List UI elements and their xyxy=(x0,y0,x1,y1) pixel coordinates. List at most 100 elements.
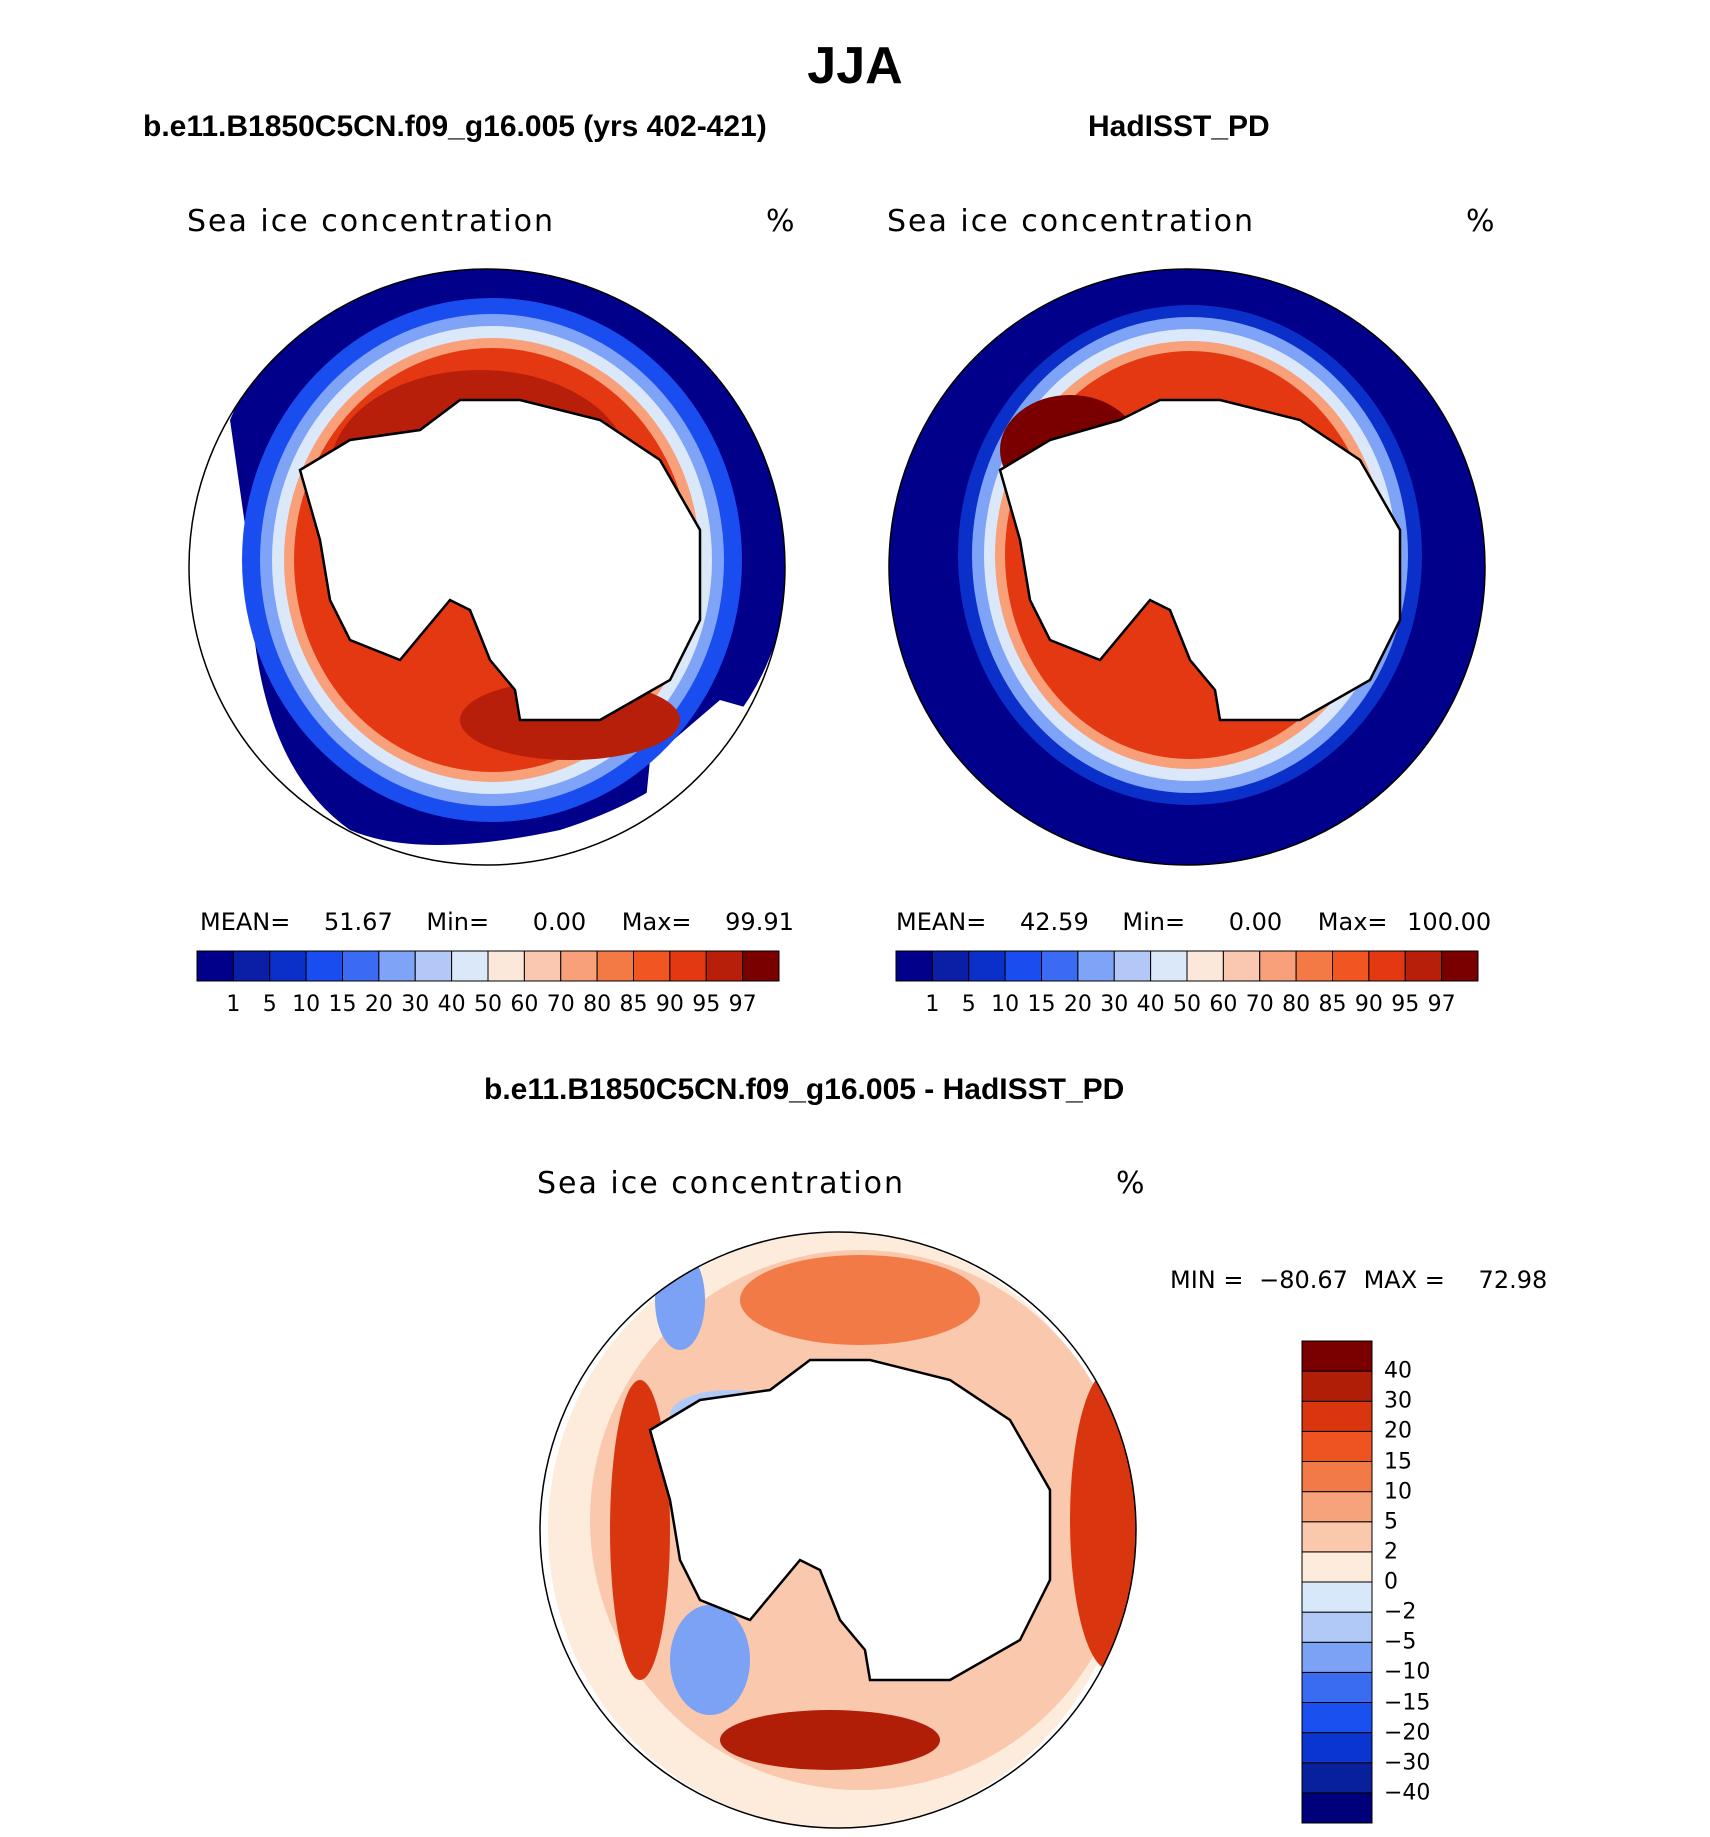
obs-colorbar-tick-label: 90 xyxy=(1354,992,1383,1017)
model-colorbar-tick-label: 95 xyxy=(692,992,721,1017)
model-variable-label: Sea ice concentration xyxy=(187,204,556,239)
obs-min-value: 0.00 xyxy=(1228,908,1283,936)
diff-units-label: % xyxy=(1116,1166,1147,1201)
diff-colorbar-swatch xyxy=(1301,1792,1373,1824)
figure-title: JJA xyxy=(807,37,903,95)
model-max-value: 99.91 xyxy=(725,908,794,936)
diff-colorbar-swatch xyxy=(1301,1611,1373,1643)
diff-colorbar-tick-label: 10 xyxy=(1384,1479,1412,1505)
model-colorbar-tick-label: 5 xyxy=(262,992,277,1017)
obs-colorbar-swatch xyxy=(1404,950,1443,982)
obs-colorbar-swatch xyxy=(1150,950,1188,982)
diff-colorbar-tick-label: −5 xyxy=(1384,1629,1417,1655)
obs-colorbar-swatch xyxy=(1222,950,1261,982)
model-colorbar-swatch xyxy=(487,950,525,982)
diff-colorbar-tick-label: 0 xyxy=(1384,1569,1398,1595)
diff-colorbar-tick-label: 30 xyxy=(1384,1388,1412,1414)
obs-colorbar-tick-label: 20 xyxy=(1063,992,1092,1017)
model-colorbar-ticks: 1 5 10 15 20 30 40 50 60 70 80 85 90 95 97 xyxy=(197,992,779,1022)
obs-colorbar-swatch xyxy=(1441,950,1479,982)
model-mean-label: MEAN= xyxy=(200,908,291,936)
model-colorbar-tick-label: 90 xyxy=(655,992,684,1017)
obs-colorbar-swatch xyxy=(968,950,1006,982)
diff-colorbar-swatch xyxy=(1301,1400,1373,1432)
diff-colorbar-tick-label: 40 xyxy=(1384,1358,1412,1384)
diff-colorbar-swatch xyxy=(1301,1671,1373,1703)
model-colorbar-tick-label: 40 xyxy=(437,992,466,1017)
model-colorbar-swatch xyxy=(705,950,744,982)
model-colorbar-swatch xyxy=(305,950,343,982)
obs-colorbar-swatch xyxy=(931,950,970,982)
obs-map-boundary xyxy=(888,268,1486,866)
model-colorbar-tick-label: 10 xyxy=(292,992,321,1017)
obs-map-field xyxy=(889,269,1485,865)
diff-colorbar-tick-label: 2 xyxy=(1384,1539,1398,1565)
obs-colorbar-tick-label: 80 xyxy=(1282,992,1311,1017)
diff-colorbar-swatch xyxy=(1301,1551,1373,1583)
diff-colorbar xyxy=(1301,1340,1373,1824)
diff-colorbar-tick-label: −20 xyxy=(1384,1720,1431,1746)
obs-min-label: Min= xyxy=(1122,908,1186,936)
model-colorbar-swatch xyxy=(232,950,271,982)
diff-colorbar-tick-label: −10 xyxy=(1384,1659,1431,1685)
diff-colorbar-swatch xyxy=(1301,1521,1373,1553)
obs-colorbar-tick-label: 40 xyxy=(1136,992,1165,1017)
obs-mean-label: MEAN= xyxy=(896,908,987,936)
model-colorbar-swatch xyxy=(414,950,453,982)
model-stats: MEAN= 51.67 Min= 0.00 Max= 99.91 xyxy=(200,908,794,936)
model-colorbar-swatch xyxy=(633,950,671,982)
model-colorbar-tick-label: 70 xyxy=(546,992,575,1017)
model-colorbar-swatch xyxy=(596,950,634,982)
model-colorbar-swatch xyxy=(560,950,598,982)
obs-max-value: 100.00 xyxy=(1407,908,1492,936)
model-colorbar-swatch xyxy=(742,950,780,982)
diff-map-boundary xyxy=(539,1231,1137,1829)
diff-map-field xyxy=(540,1232,1136,1828)
obs-colorbar-tick-label: 97 xyxy=(1427,992,1456,1017)
model-colorbar-swatch xyxy=(669,950,707,982)
obs-colorbar-swatch xyxy=(1186,950,1224,982)
obs-colorbar-tick-label: 70 xyxy=(1245,992,1274,1017)
obs-colorbar-tick-label: 15 xyxy=(1027,992,1056,1017)
diff-stats: MIN = −80.67 MAX = 72.98 xyxy=(1170,1266,1547,1294)
model-colorbar-tick-label: 30 xyxy=(401,992,430,1017)
obs-colorbar-tick-label: 50 xyxy=(1173,992,1201,1017)
obs-mean-value: 42.59 xyxy=(1020,908,1089,936)
obs-colorbar-tick-label: 30 xyxy=(1100,992,1129,1017)
diff-variable-label: Sea ice concentration xyxy=(537,1166,906,1201)
obs-colorbar-swatch xyxy=(1295,950,1333,982)
obs-units-label: % xyxy=(1466,204,1497,239)
obs-colorbar xyxy=(895,950,1479,982)
diff-max-value: 72.98 xyxy=(1478,1266,1548,1294)
diff-colorbar-swatch xyxy=(1301,1370,1373,1402)
diff-colorbar-tick-label: −2 xyxy=(1384,1599,1417,1625)
obs-colorbar-swatch xyxy=(1041,950,1079,982)
obs-colorbar-swatch xyxy=(1332,950,1370,982)
obs-variable-label: Sea ice concentration xyxy=(887,204,1256,239)
diff-colorbar-tick-label: −30 xyxy=(1384,1750,1431,1776)
model-colorbar-tick-label: 15 xyxy=(328,992,357,1017)
obs-stats: MEAN= 42.59 Min= 0.00 Max= 100.00 xyxy=(896,908,1491,936)
obs-colorbar-tick-label: 1 xyxy=(925,992,940,1017)
diff-min-label: MIN = xyxy=(1170,1266,1244,1294)
model-colorbar-tick-label: 50 xyxy=(474,992,502,1017)
obs-panel-title: HadISST_PD xyxy=(1088,110,1270,143)
diff-colorbar-swatch xyxy=(1301,1461,1373,1493)
model-mean-value: 51.67 xyxy=(324,908,393,936)
model-panel-title: b.e11.B1850C5CN.f09_g16.005 (yrs 402-421… xyxy=(143,110,767,143)
obs-colorbar-tick-label: 5 xyxy=(961,992,976,1017)
diff-colorbar-swatch xyxy=(1301,1762,1373,1794)
model-map-boundary xyxy=(188,268,786,866)
diff-colorbar-swatch xyxy=(1301,1430,1373,1462)
model-colorbar-tick-label: 60 xyxy=(510,992,539,1017)
diff-colorbar-tick-label: 20 xyxy=(1384,1418,1412,1444)
diff-colorbar-swatch xyxy=(1301,1641,1373,1673)
model-colorbar-swatch xyxy=(451,950,489,982)
model-colorbar-tick-label: 80 xyxy=(583,992,612,1017)
obs-colorbar-tick-label: 60 xyxy=(1209,992,1238,1017)
model-colorbar-tick-label: 1 xyxy=(226,992,241,1017)
diff-min-value: −80.67 xyxy=(1259,1266,1348,1294)
obs-max-label: Max= xyxy=(1317,908,1388,936)
obs-colorbar-tick-label: 10 xyxy=(991,992,1020,1017)
